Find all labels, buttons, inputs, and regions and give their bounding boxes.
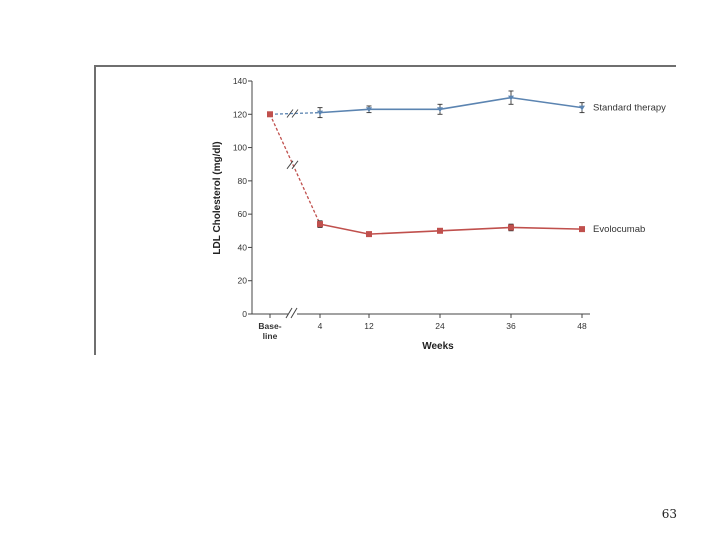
chart-frame (94, 65, 676, 355)
y-axis-title: LDL Cholesterol (mg/dl) (212, 141, 223, 254)
series-layer: Standard therapy Evolocumab (267, 90, 666, 238)
series-label: Evolocumab (593, 224, 645, 235)
x-axis-title: Weeks (422, 341, 454, 352)
y-tick-label: 120 (233, 109, 247, 119)
y-tick-label: 40 (238, 242, 248, 252)
data-point (267, 111, 273, 118)
x-axis-break-mark (290, 307, 298, 319)
x-tick-label: 48 (577, 321, 587, 331)
data-point (437, 227, 443, 234)
series-label: Standard therapy (593, 103, 666, 114)
series-line (319, 223, 583, 235)
y-tick-label: 0 (242, 309, 247, 319)
data-point (317, 110, 323, 116)
y-tick-label: 100 (233, 143, 247, 153)
y-tick-label: 60 (238, 209, 248, 219)
data-point (437, 107, 443, 113)
data-point (508, 224, 514, 231)
x-tick-label: Base-line (258, 321, 281, 341)
data-point (579, 105, 585, 111)
line-break-mark (291, 160, 299, 170)
series-1: Evolocumab (267, 111, 645, 238)
series-line (319, 96, 583, 114)
data-point (317, 221, 323, 228)
data-point (366, 231, 372, 238)
data-point (508, 95, 514, 101)
y-tick-label: 20 (238, 276, 248, 286)
line-break-mark (286, 160, 294, 170)
x-tick-label: 24 (435, 321, 445, 331)
line-break-mark (291, 109, 299, 118)
line-break-mark (286, 109, 294, 118)
data-point (579, 226, 585, 233)
page-number: 63 (661, 507, 677, 521)
series-0: Standard therapy (267, 90, 666, 119)
x-axis-break-mark (285, 307, 293, 319)
x-tick-label: 12 (364, 321, 374, 331)
y-tick-label: 140 (233, 76, 247, 86)
series-line-dashed (269, 114, 321, 225)
x-tick-label: 36 (506, 321, 516, 331)
x-tick-label: 4 (318, 321, 323, 331)
y-tick-label: 80 (238, 176, 248, 186)
data-point (366, 107, 372, 113)
axes: 0 20 40 60 80 100 120 140 Base-line 4 12 24 36 48 (233, 76, 590, 341)
